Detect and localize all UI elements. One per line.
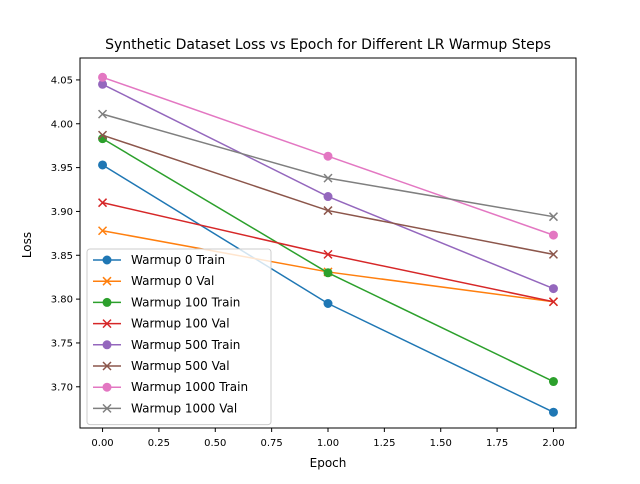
legend-marker [102, 361, 112, 371]
legend-label: Warmup 1000 Train [131, 380, 248, 394]
x-axis-ticks: 0.00 0.25 0.50 0.75 1.00 1.25 1.50 1.75 2.00 [91, 428, 565, 449]
data-point [548, 377, 558, 387]
y-tick-label: 3.90 [51, 207, 73, 218]
chart-title: Synthetic Dataset Loss vs Epoch for Diff… [105, 37, 551, 53]
y-tick-label: 4.00 [51, 119, 73, 130]
legend-label: Warmup 0 Val [131, 274, 214, 288]
series-warmup-100-val [98, 198, 558, 307]
series-warmup-500-train [98, 79, 558, 294]
series-line [102, 113, 554, 218]
data-point [323, 192, 333, 202]
series-warmup-500-val [98, 130, 558, 259]
x-tick-label: 0.75 [261, 438, 283, 449]
legend-item: Warmup 100 Val [93, 317, 230, 331]
legend-marker [102, 340, 112, 350]
y-tick-label: 3.70 [51, 382, 73, 393]
data-point [98, 72, 108, 82]
legend-marker [102, 276, 112, 286]
series-warmup-0-train [98, 160, 558, 417]
data-point [323, 249, 333, 259]
data-point [323, 206, 333, 216]
plot-area-frame [79, 57, 577, 429]
data-point [98, 130, 108, 140]
y-tick-label: 3.75 [51, 338, 73, 349]
legend-label: Warmup 100 Val [131, 317, 230, 331]
legend-label: Warmup 100 Train [131, 295, 240, 309]
legend-item: Warmup 500 Val [93, 359, 230, 373]
data-point [548, 297, 558, 307]
series-warmup-1000-val [98, 109, 558, 222]
y-tick-label: 3.80 [51, 295, 73, 306]
legend-label: Warmup 500 Train [131, 338, 240, 352]
data-point [548, 407, 558, 417]
data-point [548, 284, 558, 294]
legend-marker [102, 319, 112, 329]
legend: Warmup 0 Train Warmup 0 Val Warmup 100 Tra… [86, 248, 272, 426]
data-point [323, 298, 333, 308]
legend-label: Warmup 1000 Val [131, 401, 237, 415]
x-tick-label: 0.00 [91, 438, 113, 449]
data-point [98, 226, 108, 236]
x-tick-label: 0.50 [204, 438, 226, 449]
legend-marker [102, 403, 112, 413]
legend-item: Warmup 0 Train [93, 253, 225, 267]
legend-label: Warmup 0 Train [131, 253, 225, 267]
y-axis-ticks: 3.70 3.75 3.80 3.85 3.90 3.95 4.00 4.05 [51, 75, 80, 393]
series-warmup-100-train [98, 134, 558, 387]
x-tick-label: 1.00 [317, 438, 339, 449]
data-point [98, 109, 108, 119]
legend-marker [102, 255, 112, 265]
data-point [98, 198, 108, 208]
legend-item: Warmup 1000 Val [93, 401, 237, 415]
y-axis-label: Loss [20, 232, 34, 258]
series-warmup-1000-train [98, 72, 558, 240]
legend-item: Warmup 500 Train [93, 338, 240, 352]
legend-item: Warmup 1000 Train [93, 380, 248, 394]
data-point [98, 160, 108, 170]
data-point [323, 151, 333, 161]
legend-box [86, 248, 272, 426]
y-tick-label: 3.85 [51, 251, 73, 262]
x-tick-label: 1.50 [430, 438, 452, 449]
data-point [548, 249, 558, 259]
y-tick-label: 3.95 [51, 163, 73, 174]
data-point [548, 212, 558, 222]
legend-item: Warmup 0 Val [93, 274, 214, 288]
x-tick-label: 0.25 [148, 438, 170, 449]
y-tick-label: 4.05 [51, 75, 73, 86]
data-point [548, 230, 558, 240]
legend-item: Warmup 100 Train [93, 295, 240, 309]
x-tick-label: 1.25 [373, 438, 395, 449]
data-point [323, 173, 333, 183]
x-tick-label: 1.75 [486, 438, 508, 449]
series-layer [98, 72, 558, 417]
x-axis-label: Epoch [310, 456, 347, 470]
legend-marker [102, 297, 112, 307]
legend-label: Warmup 500 Val [131, 359, 230, 373]
legend-marker [102, 382, 112, 392]
data-point [323, 268, 333, 278]
x-tick-label: 2.00 [542, 438, 564, 449]
